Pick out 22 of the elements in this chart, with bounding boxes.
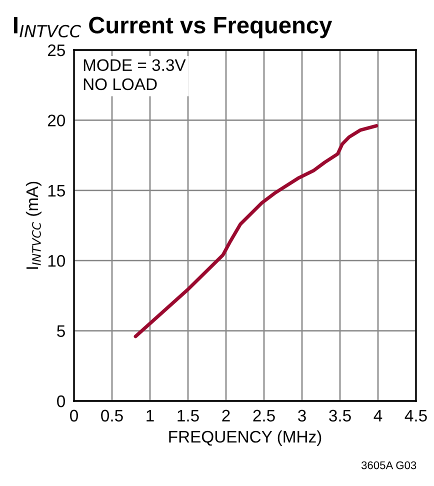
x-tick-label: 3 <box>298 410 306 422</box>
x-tick-label: 0 <box>70 410 78 422</box>
chart-title: I$_{INTVCC}$ Current vs Frequency <box>14 16 332 38</box>
x-axis-title: FREQUENCY (MHz) <box>169 430 322 446</box>
x-tick-label: 4 <box>374 410 382 422</box>
annotation: MODE = 3.3V NO LOAD <box>84 59 186 90</box>
y-axis-title: I$_{INTVCC}$ (mA) <box>26 182 42 269</box>
line-series <box>134 124 378 338</box>
x-tick-label: 2 <box>222 410 230 422</box>
x-tick-label: 1.5 <box>178 410 199 422</box>
x-tick-label: 2.5 <box>253 410 275 422</box>
y-tick-label: 0 <box>57 395 66 408</box>
x-tick-label: 3.5 <box>329 410 351 422</box>
y-tick-label: 25 <box>48 44 65 56</box>
x-tick-label: 1 <box>146 410 154 422</box>
y-tick-label: 20 <box>48 114 66 126</box>
y-tick-label: 5 <box>57 325 65 338</box>
x-tick-label: 0.5 <box>101 410 123 422</box>
text: 3605A G03 <box>361 461 416 470</box>
y-tick-label: 10 <box>48 255 66 267</box>
x-tick-label: 4.5 <box>404 410 427 422</box>
y-tick-label: 15 <box>48 184 65 197</box>
